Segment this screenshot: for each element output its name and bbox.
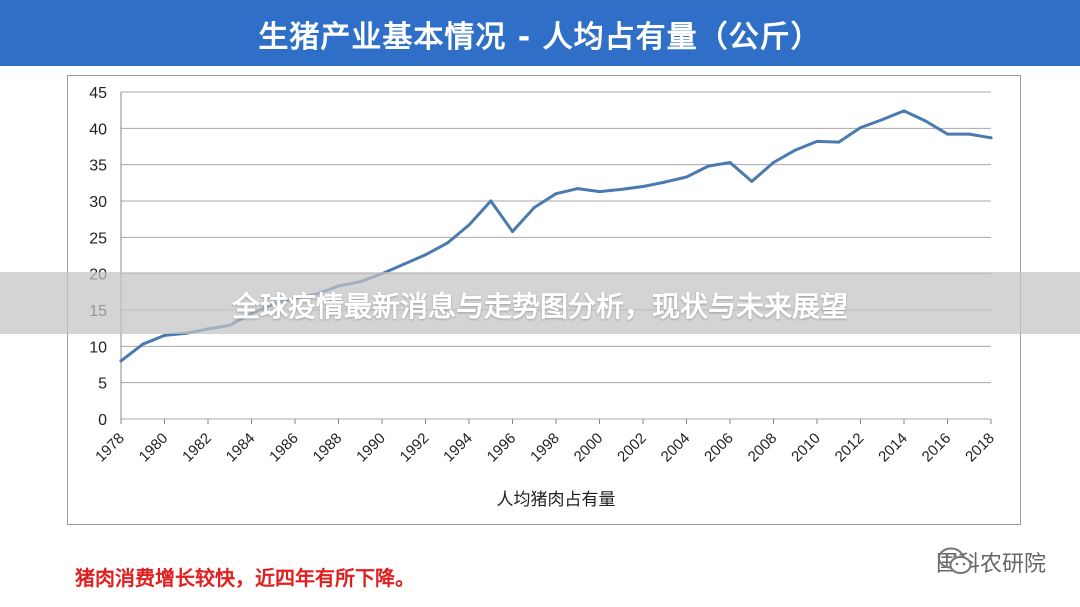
data-point	[728, 160, 732, 164]
data-point	[554, 192, 558, 196]
brand-watermark: 国科农研院	[936, 546, 1046, 578]
data-point	[467, 223, 471, 227]
data-point	[445, 241, 449, 245]
article-title-overlay: 全球疫情最新消息与走势图分析，现状与未来展望	[0, 272, 1080, 334]
x-tick-label: 2014	[875, 430, 911, 466]
x-axis-ticks: 1978 1980 1982 1984 1986 1988 1990 1992 1994 1996…	[92, 419, 998, 465]
data-point	[989, 136, 993, 140]
x-tick-label: 1980	[136, 430, 172, 466]
data-point	[511, 230, 514, 234]
x-tick-label: 2000	[571, 430, 607, 466]
data-point	[946, 132, 949, 136]
data-point	[750, 179, 754, 183]
overlay-headline: 全球疫情最新消息与走势图分析，现状与未来展望	[231, 290, 848, 323]
data-point	[576, 187, 580, 191]
y-tick-label: 40	[89, 121, 107, 138]
x-axis-label: 人均猪肉占有量	[497, 490, 616, 510]
footnote: 猪肉消费增长较快，近四年有所下降。	[75, 566, 415, 590]
x-tick-label: 1982	[179, 430, 215, 466]
y-axis-ticks: 051015202530354045	[89, 85, 107, 429]
x-tick-label: 2018	[962, 430, 998, 466]
data-point	[663, 180, 667, 184]
data-point	[402, 262, 406, 266]
data-point	[880, 118, 884, 122]
y-tick-label: 45	[89, 85, 107, 102]
x-tick-label: 1992	[397, 430, 433, 466]
x-tick-label: 2012	[832, 430, 868, 466]
chart-grid	[120, 91, 991, 420]
y-tick-label: 35	[89, 158, 107, 175]
x-tick-label: 2002	[614, 430, 650, 466]
y-tick-label: 5	[98, 376, 107, 393]
data-point	[641, 184, 645, 188]
x-tick-label: 1998	[527, 430, 563, 466]
page-title: 生猪产业基本情况 - 人均占有量（公斤）	[258, 20, 822, 55]
data-point	[859, 126, 862, 130]
y-tick-label: 0	[98, 412, 107, 429]
x-tick-label: 1994	[440, 430, 476, 466]
data-point	[141, 342, 145, 346]
x-tick-label: 2016	[919, 430, 955, 466]
title-banner: 生猪产业基本情况 - 人均占有量（公斤）	[0, 0, 1080, 66]
x-tick-label: 1986	[266, 430, 302, 466]
x-tick-label: 1978	[92, 430, 128, 466]
data-point	[706, 164, 710, 168]
data-point	[924, 119, 928, 123]
data-point	[424, 253, 427, 257]
data-point	[902, 109, 906, 113]
x-tick-label: 1984	[223, 430, 259, 466]
data-point	[772, 160, 775, 164]
y-tick-label: 30	[89, 194, 107, 211]
data-point	[489, 199, 493, 203]
x-tick-label: 1990	[353, 430, 389, 466]
y-tick-label: 10	[89, 339, 107, 356]
wechat-icon	[937, 547, 972, 574]
data-point	[685, 175, 688, 179]
data-point	[598, 190, 601, 194]
data-point	[619, 187, 623, 191]
data-point	[532, 206, 536, 210]
x-tick-label: 1988	[310, 430, 346, 466]
x-tick-label: 2008	[745, 430, 781, 466]
data-point	[163, 333, 166, 337]
data-point	[837, 140, 841, 144]
data-point	[815, 139, 819, 143]
data-point	[119, 359, 123, 363]
x-tick-label: 2006	[701, 430, 737, 466]
data-point	[793, 148, 797, 152]
y-tick-label: 25	[89, 230, 107, 247]
x-tick-label: 2004	[658, 430, 694, 466]
x-tick-label: 2010	[788, 430, 824, 466]
data-point	[967, 132, 971, 136]
x-tick-label: 1996	[484, 430, 520, 466]
